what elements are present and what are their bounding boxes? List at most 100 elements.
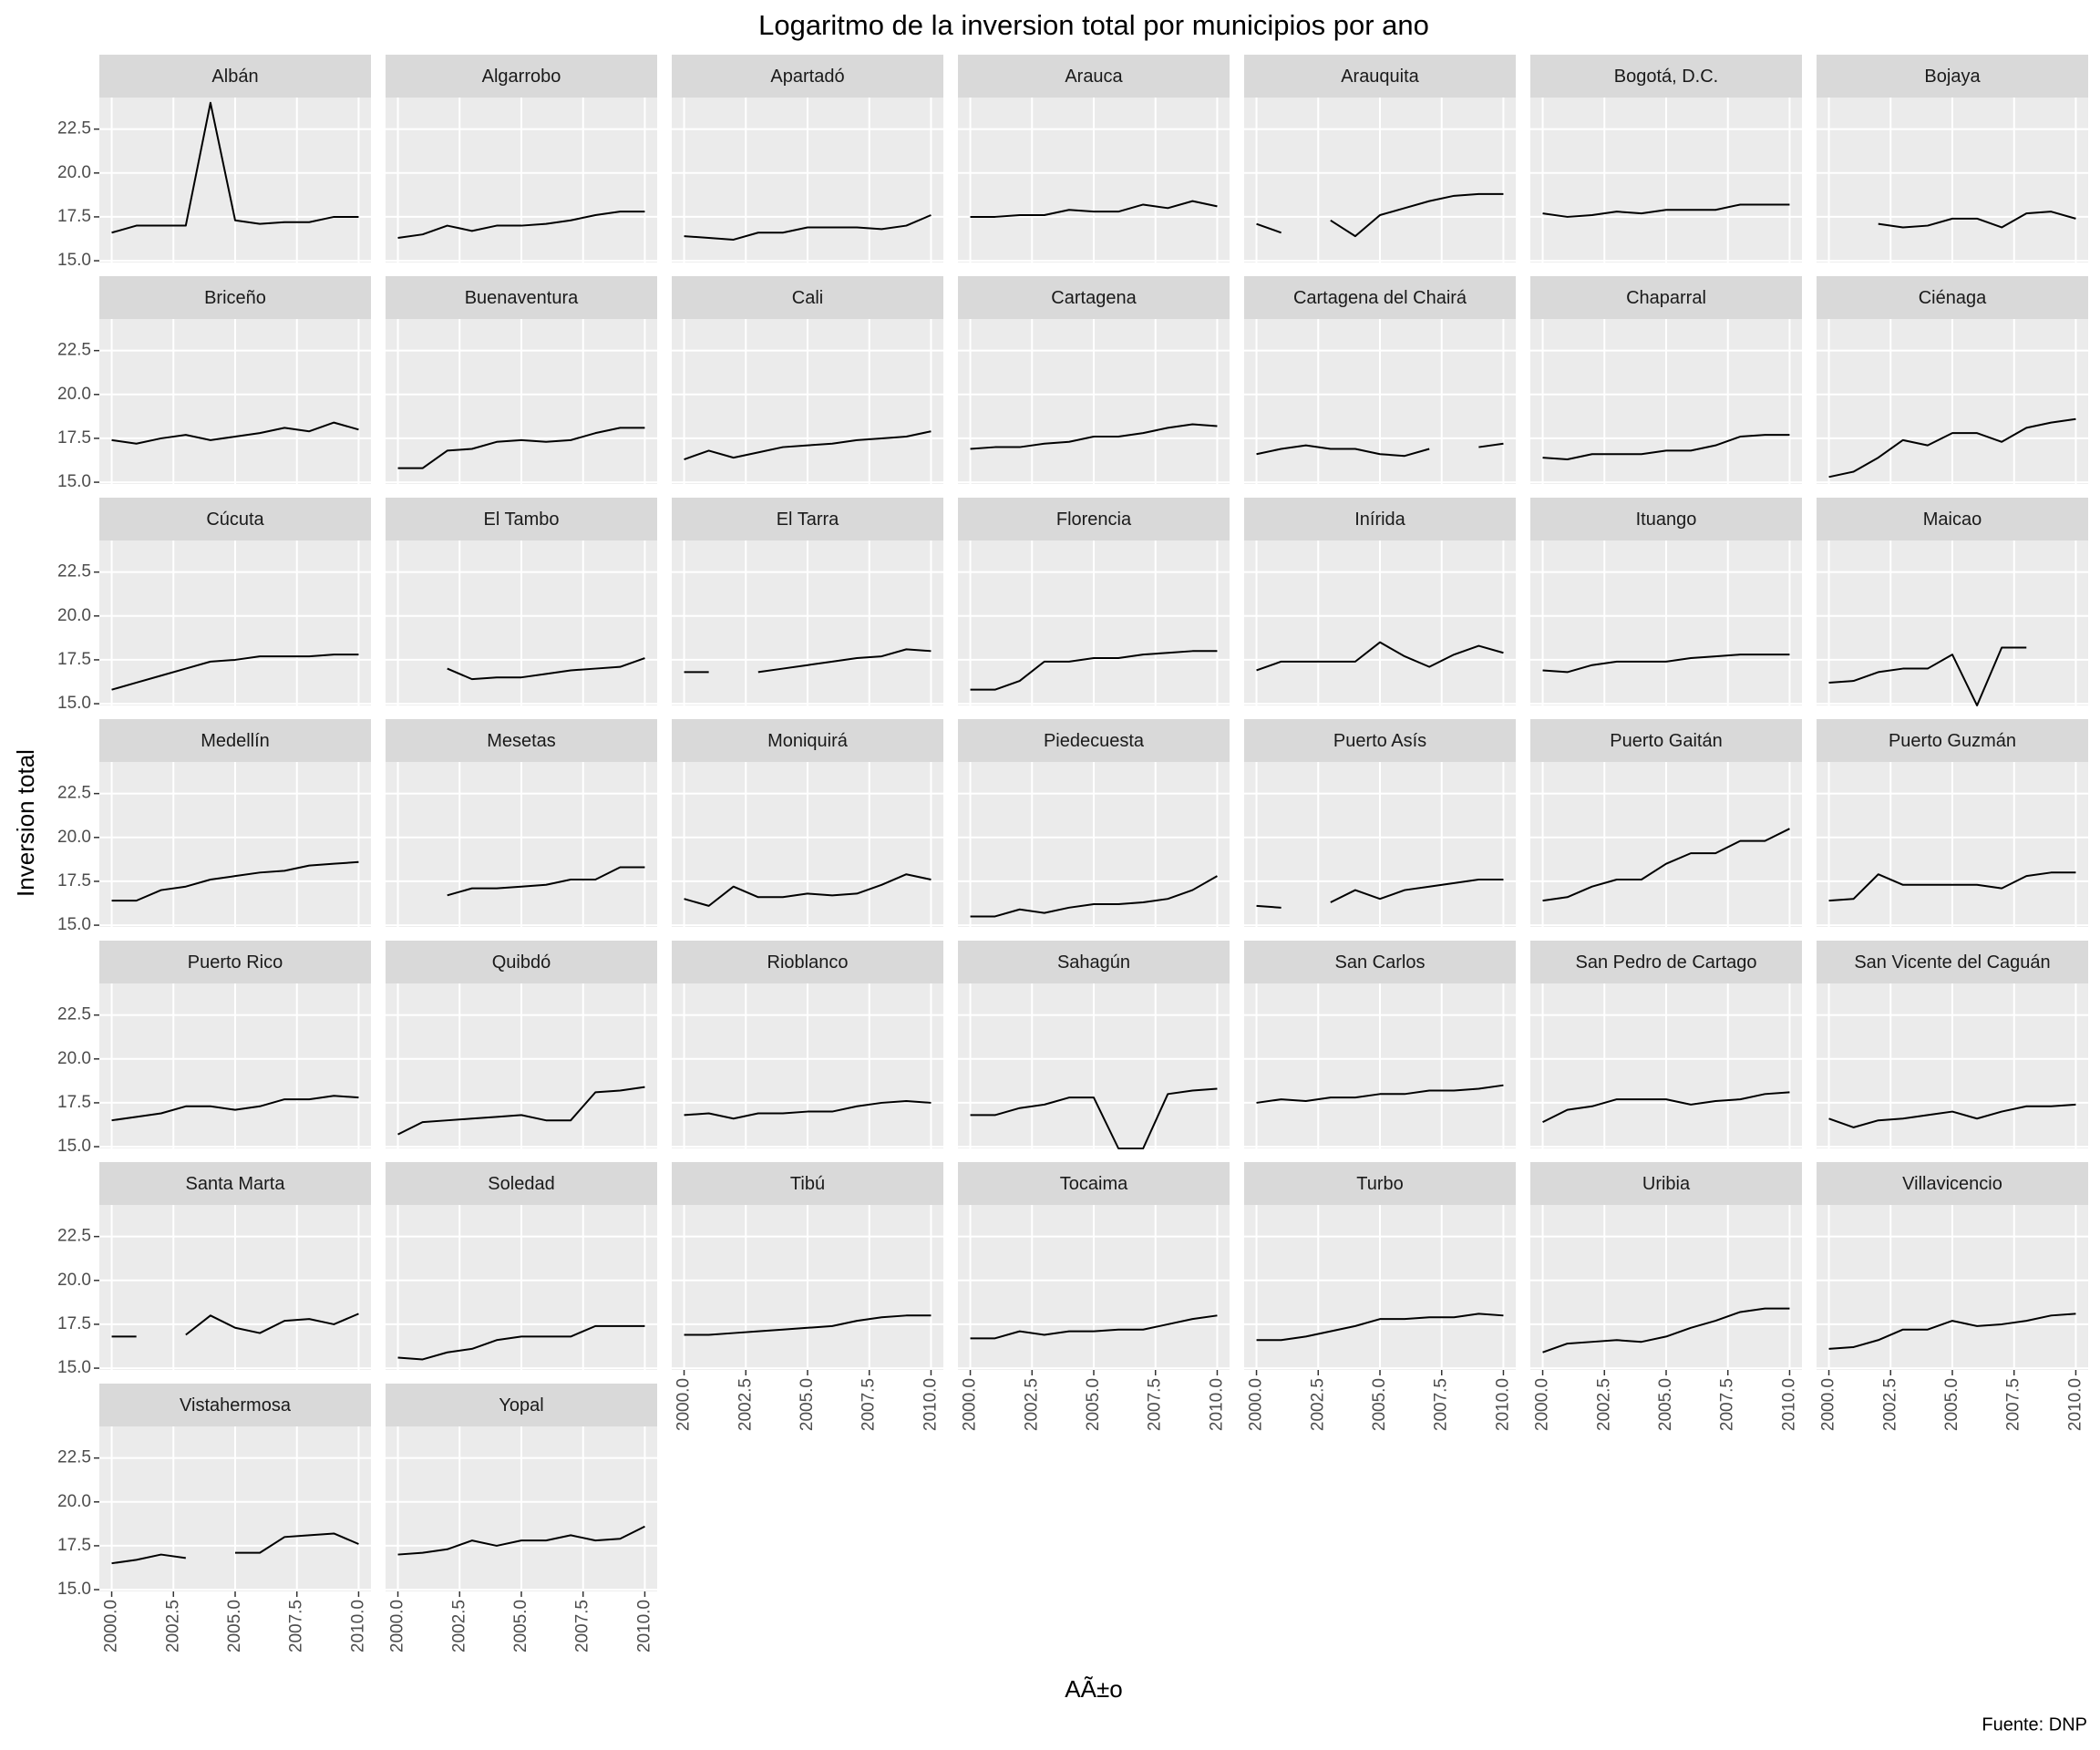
y-tick-label: 17.5 (57, 428, 91, 448)
y-axis-title: Inversion total (12, 749, 39, 897)
x-tick-label: 2010.0 (1207, 1378, 1226, 1431)
x-tick-label: 2007.5 (287, 1600, 306, 1652)
strip-label: Soledad (488, 1174, 554, 1194)
strip-label: Villavicencio (1902, 1174, 2002, 1194)
y-tick-label: 17.5 (57, 1536, 91, 1555)
strip (386, 1162, 657, 1205)
strip (99, 1384, 371, 1426)
strip (1244, 941, 1516, 983)
strip (99, 498, 371, 540)
chart-title: Logaritmo de la inversion total por muni… (758, 9, 1429, 41)
y-tick-label: 17.5 (57, 207, 91, 226)
data-line (684, 430, 932, 460)
strip-label: Mesetas (487, 731, 556, 751)
data-line (111, 1312, 359, 1338)
facet: Cartagena (958, 276, 1230, 484)
x-tick-label: 2007.5 (860, 1378, 879, 1431)
y-tick-label: 17.5 (57, 1093, 91, 1112)
facet: El Tambo (386, 498, 657, 705)
y-tick-label: 22.5 (57, 784, 91, 803)
data-line (1542, 1307, 1790, 1354)
data-line (1828, 417, 2076, 479)
data-line (111, 101, 359, 234)
data-line (1256, 1084, 1504, 1104)
strip (1530, 719, 1802, 762)
strip-label: Apartadó (770, 67, 844, 87)
data-line (447, 657, 645, 681)
strip-label: Inírida (1354, 510, 1405, 530)
data-line (397, 427, 645, 469)
strip-label: Ciénaga (1919, 288, 1987, 308)
data-line (970, 650, 1218, 691)
facet: Piedecuesta (958, 719, 1230, 927)
x-tick-label: 2002.5 (1594, 1378, 1613, 1431)
data-line (111, 860, 359, 902)
strip-label: Quibdó (492, 952, 551, 973)
strip-label: Uribia (1642, 1174, 1691, 1194)
y-tick-label: 17.5 (57, 650, 91, 669)
strip (386, 276, 657, 319)
data-line (397, 1525, 645, 1556)
data-line (397, 1086, 645, 1136)
facet: Medellín 15.0 17.5 20.0 22.5 (57, 719, 371, 934)
strip (1530, 1162, 1802, 1205)
data-line (1542, 654, 1790, 674)
facet: Villavicencio 2000.0 2002.5 2005.0 2007.5 201… (1817, 1162, 2088, 1431)
strip (958, 941, 1230, 983)
data-line (684, 214, 932, 241)
strip-label: San Vicente del Caguán (1854, 952, 2050, 973)
facet: Briceño 15.0 17.5 20.0 22.5 (57, 276, 371, 491)
strip (1530, 941, 1802, 983)
x-tick-label: 2005.0 (511, 1600, 530, 1652)
x-tick-label: 2007.5 (1718, 1378, 1737, 1431)
facet: Maicao (1817, 498, 2088, 706)
strip-label: Ituango (1636, 510, 1697, 530)
strip-label: Bojaya (1924, 67, 1981, 87)
strip (1817, 719, 2088, 762)
x-tick-label: 2010.0 (348, 1600, 367, 1652)
x-tick-label: 2007.5 (2004, 1378, 2023, 1431)
facet: San Pedro de Cartago (1530, 941, 1802, 1148)
strip-label: Algarrobo (482, 67, 561, 87)
x-tick-label: 2002.5 (449, 1600, 468, 1652)
strip (99, 55, 371, 98)
y-tick-label: 15.0 (57, 694, 91, 713)
x-tick-label: 2000.0 (1533, 1378, 1552, 1431)
strip-label: Maicao (1923, 510, 1982, 530)
data-line (684, 1314, 932, 1336)
data-line (1542, 203, 1790, 218)
data-line (1828, 1103, 2076, 1128)
strip-label: Chaparral (1626, 288, 1706, 308)
strip (672, 941, 943, 983)
strip-label: Bogotá, D.C. (1614, 67, 1719, 87)
x-tick-label: 2002.5 (1022, 1378, 1041, 1431)
y-tick-label: 17.5 (57, 871, 91, 890)
y-tick-label: 22.5 (57, 119, 91, 139)
facet: Uribia 2000.0 2002.5 2005.0 2007.5 2010.0 (1530, 1162, 1802, 1431)
strip-label: Piedecuesta (1044, 731, 1145, 751)
x-tick-label: 2000.0 (388, 1600, 407, 1652)
data-line (111, 1095, 359, 1122)
strip-label: Santa Marta (186, 1174, 286, 1194)
strip (1244, 276, 1516, 319)
strip (672, 55, 943, 98)
x-tick-label: 2010.0 (1779, 1378, 1798, 1431)
strip (1817, 1162, 2088, 1205)
strip (1244, 1162, 1516, 1205)
strip-label: Tocaima (1060, 1174, 1128, 1194)
y-tick-label: 15.0 (57, 251, 91, 270)
data-line (397, 1324, 645, 1361)
x-tick-label: 2000.0 (1247, 1378, 1266, 1431)
facet: Arauquita (1244, 55, 1516, 262)
facet: Tocaima 2000.0 2002.5 2005.0 2007.5 2010.0 (958, 1162, 1230, 1431)
y-tick-label: 22.5 (57, 341, 91, 360)
y-tick-label: 20.0 (57, 385, 91, 404)
facet: Arauca (958, 55, 1230, 262)
strip-label: Cartagena (1051, 288, 1137, 308)
strip (672, 498, 943, 540)
strip (1530, 55, 1802, 98)
facet: Turbo 2000.0 2002.5 2005.0 2007.5 2010.0 (1244, 1162, 1516, 1431)
facet: Inírida (1244, 498, 1516, 705)
